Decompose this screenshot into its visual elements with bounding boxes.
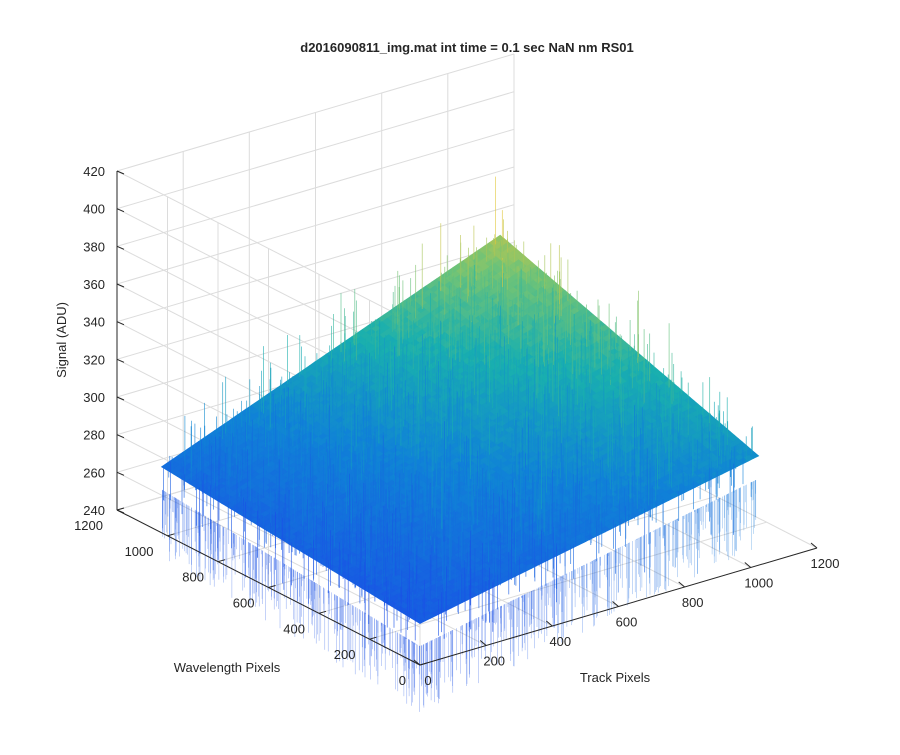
surface-layer xyxy=(161,177,758,712)
